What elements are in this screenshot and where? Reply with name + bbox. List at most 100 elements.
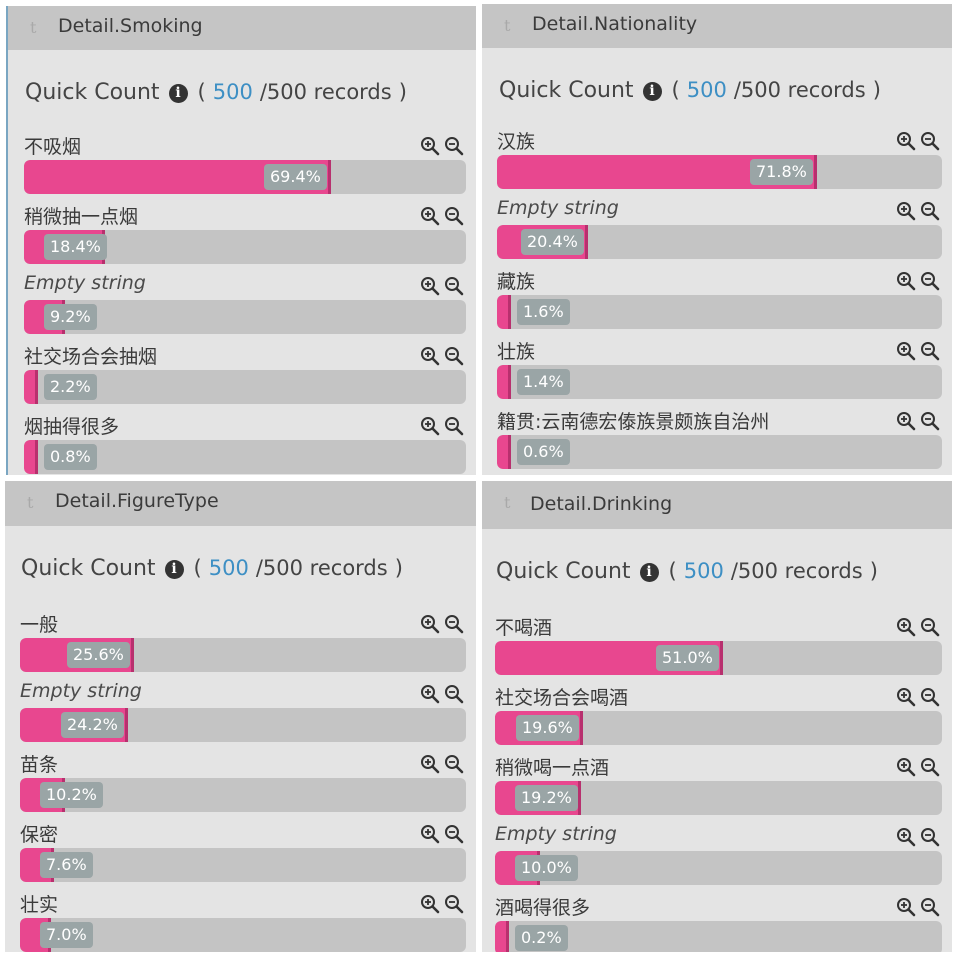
facet-value-label[interactable]: 稍微喝一点酒 [495, 757, 610, 779]
percent-bar[interactable]: 18.4% [24, 230, 466, 264]
facet-row[interactable]: 不喝酒 51.0% [495, 611, 942, 681]
info-icon[interactable]: i [164, 560, 184, 579]
info-icon[interactable]: i [639, 563, 659, 582]
percent-bar[interactable]: 2.2% [24, 370, 466, 404]
percent-bar[interactable]: 0.8% [24, 440, 466, 474]
facet-value-label[interactable]: 籍贯:云南德宏傣族景颇族自治州 [497, 411, 770, 433]
zoom-in-icon[interactable] [896, 341, 916, 361]
facet-row[interactable]: 保密 7.6% [20, 818, 466, 888]
percent-bar[interactable]: 0.6% [497, 435, 942, 469]
facet-row[interactable]: 藏族 1.6% [497, 265, 942, 335]
percent-bar[interactable]: 51.0% [495, 641, 942, 675]
facet-row[interactable]: 酒喝得很多 0.2% [495, 891, 942, 952]
zoom-in-icon[interactable] [896, 131, 916, 151]
facet-value-label[interactable]: 酒喝得很多 [495, 897, 591, 919]
zoom-out-icon[interactable] [444, 346, 464, 366]
facet-row[interactable]: 社交场合会抽烟 2.2% [24, 340, 466, 410]
facet-row[interactable]: 稍微抽一点烟 18.4% [24, 200, 466, 270]
percent-bar[interactable]: 71.8% [497, 155, 942, 189]
zoom-out-icon[interactable] [920, 897, 940, 917]
zoom-out-icon[interactable] [920, 827, 940, 847]
percent-bar[interactable]: 19.6% [495, 711, 942, 745]
facet-value-label[interactable]: Empty string [497, 197, 619, 219]
facet-value-label[interactable]: 社交场合会抽烟 [24, 346, 158, 368]
facet-value-label[interactable]: 壮实 [20, 894, 59, 916]
zoom-out-icon[interactable] [920, 617, 940, 637]
facet-row[interactable]: 社交场合会喝酒 19.6% [495, 681, 942, 751]
zoom-out-icon[interactable] [444, 754, 464, 774]
facet-row[interactable]: 籍贯:云南德宏傣族景颇族自治州 0.6% [497, 405, 942, 475]
facet-row[interactable]: 汉族 71.8% [497, 125, 942, 195]
panel-title[interactable]: Detail.Nationality [532, 13, 698, 35]
percent-bar[interactable]: 20.4% [497, 225, 942, 259]
facet-value-label[interactable]: 保密 [20, 824, 59, 846]
facet-value-label[interactable]: 不喝酒 [495, 617, 553, 639]
facet-row[interactable]: 壮族 1.4% [497, 335, 942, 405]
zoom-in-icon[interactable] [420, 684, 440, 704]
facet-row[interactable]: Empty string 24.2% [20, 678, 466, 748]
facet-value-label[interactable]: 壮族 [497, 341, 536, 363]
zoom-in-icon[interactable] [896, 271, 916, 291]
facet-row[interactable]: Empty string 10.0% [495, 821, 942, 891]
zoom-in-icon[interactable] [420, 416, 440, 436]
percent-bar[interactable]: 10.0% [495, 851, 942, 885]
percent-bar[interactable]: 1.6% [497, 295, 942, 329]
zoom-out-icon[interactable] [444, 416, 464, 436]
zoom-in-icon[interactable] [896, 411, 916, 431]
facet-value-label[interactable]: 藏族 [497, 271, 536, 293]
percent-bar[interactable]: 25.6% [20, 638, 466, 672]
zoom-out-icon[interactable] [444, 136, 464, 156]
zoom-in-icon[interactable] [420, 206, 440, 226]
facet-value-label[interactable]: Empty string [495, 823, 617, 845]
percent-bar[interactable]: 19.2% [495, 781, 942, 815]
zoom-in-icon[interactable] [896, 897, 916, 917]
facet-value-label[interactable]: Empty string [24, 272, 146, 294]
zoom-in-icon[interactable] [896, 201, 916, 221]
zoom-in-icon[interactable] [896, 827, 916, 847]
percent-bar[interactable]: 0.2% [495, 921, 942, 952]
facet-value-label[interactable]: 不吸烟 [24, 136, 82, 158]
facet-row[interactable]: Empty string 20.4% [497, 195, 942, 265]
zoom-out-icon[interactable] [920, 201, 940, 221]
zoom-out-icon[interactable] [444, 824, 464, 844]
percent-bar[interactable]: 7.0% [20, 918, 466, 952]
facet-value-label[interactable]: 一般 [20, 614, 59, 636]
percent-bar[interactable]: 10.2% [20, 778, 466, 812]
quick-count-number[interactable]: 500 [212, 80, 253, 104]
info-icon[interactable]: i [168, 84, 188, 103]
zoom-out-icon[interactable] [920, 411, 940, 431]
facet-value-label[interactable]: 社交场合会喝酒 [495, 687, 629, 709]
zoom-out-icon[interactable] [920, 341, 940, 361]
quick-count-number[interactable]: 500 [683, 559, 724, 583]
zoom-out-icon[interactable] [444, 614, 464, 634]
facet-row[interactable]: 苗条 10.2% [20, 748, 466, 818]
zoom-out-icon[interactable] [444, 206, 464, 226]
zoom-in-icon[interactable] [420, 346, 440, 366]
percent-bar[interactable]: 7.6% [20, 848, 466, 882]
facet-row[interactable]: 壮实 7.0% [20, 888, 466, 952]
zoom-out-icon[interactable] [444, 894, 464, 914]
facet-row[interactable]: 稍微喝一点酒 19.2% [495, 751, 942, 821]
zoom-in-icon[interactable] [896, 687, 916, 707]
facet-row[interactable]: Empty string 9.2% [24, 270, 466, 340]
facet-value-label[interactable]: 苗条 [20, 754, 59, 776]
panel-title[interactable]: Detail.Smoking [58, 15, 203, 37]
zoom-in-icon[interactable] [896, 617, 916, 637]
percent-bar[interactable]: 24.2% [20, 708, 466, 742]
zoom-in-icon[interactable] [420, 276, 440, 296]
zoom-out-icon[interactable] [920, 131, 940, 151]
zoom-out-icon[interactable] [920, 271, 940, 291]
facet-value-label[interactable]: Empty string [20, 680, 142, 702]
zoom-out-icon[interactable] [444, 276, 464, 296]
facet-row[interactable]: 不吸烟 69.4% [24, 130, 466, 200]
zoom-in-icon[interactable] [420, 894, 440, 914]
panel-title[interactable]: Detail.Drinking [530, 493, 673, 515]
zoom-in-icon[interactable] [896, 757, 916, 777]
facet-value-label[interactable]: 烟抽得很多 [24, 416, 120, 438]
panel-title[interactable]: Detail.FigureType [55, 490, 219, 512]
facet-row[interactable]: 一般 25.6% [20, 608, 466, 678]
zoom-in-icon[interactable] [420, 614, 440, 634]
zoom-in-icon[interactable] [420, 754, 440, 774]
zoom-out-icon[interactable] [920, 757, 940, 777]
percent-bar[interactable]: 69.4% [24, 160, 466, 194]
